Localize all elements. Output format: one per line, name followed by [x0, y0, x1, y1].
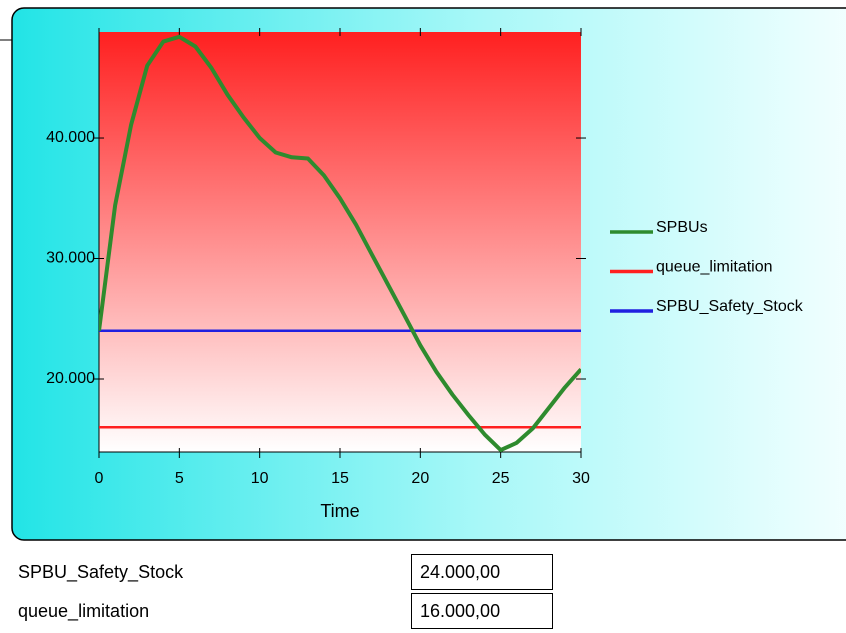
legend-label: SPBU_Safety_Stock	[656, 298, 804, 315]
plot-area	[99, 32, 581, 452]
page: {"chart_data": {"type": "line", "x_label…	[0, 0, 846, 633]
x-tick-label: 0	[95, 470, 104, 487]
legend-label: SPBUs	[656, 219, 708, 236]
x-tick-label: 25	[492, 470, 510, 487]
input-label: SPBU_Safety_Stock	[18, 562, 183, 583]
x-tick-label: 20	[411, 470, 429, 487]
y-tick-label: 40.000	[46, 129, 95, 146]
input-box[interactable]: 24.000,00	[411, 554, 553, 590]
x-tick-label: 30	[572, 470, 590, 487]
x-axis-title: Time	[320, 501, 359, 521]
y-tick-label: 20.000	[46, 370, 95, 387]
input-label: queue_limitation	[18, 601, 149, 622]
y-tick-label: 30.000	[46, 250, 95, 267]
x-tick-label: 10	[251, 470, 269, 487]
x-tick-label: 5	[175, 470, 184, 487]
input-box[interactable]: 16.000,00	[411, 593, 553, 629]
x-tick-label: 15	[331, 470, 349, 487]
chart: Time 20.000 30.000 40.000 0 5 10 15 20 25 30 SPBUs…	[0, 0, 846, 545]
legend-label: queue_limitation	[656, 259, 773, 276]
